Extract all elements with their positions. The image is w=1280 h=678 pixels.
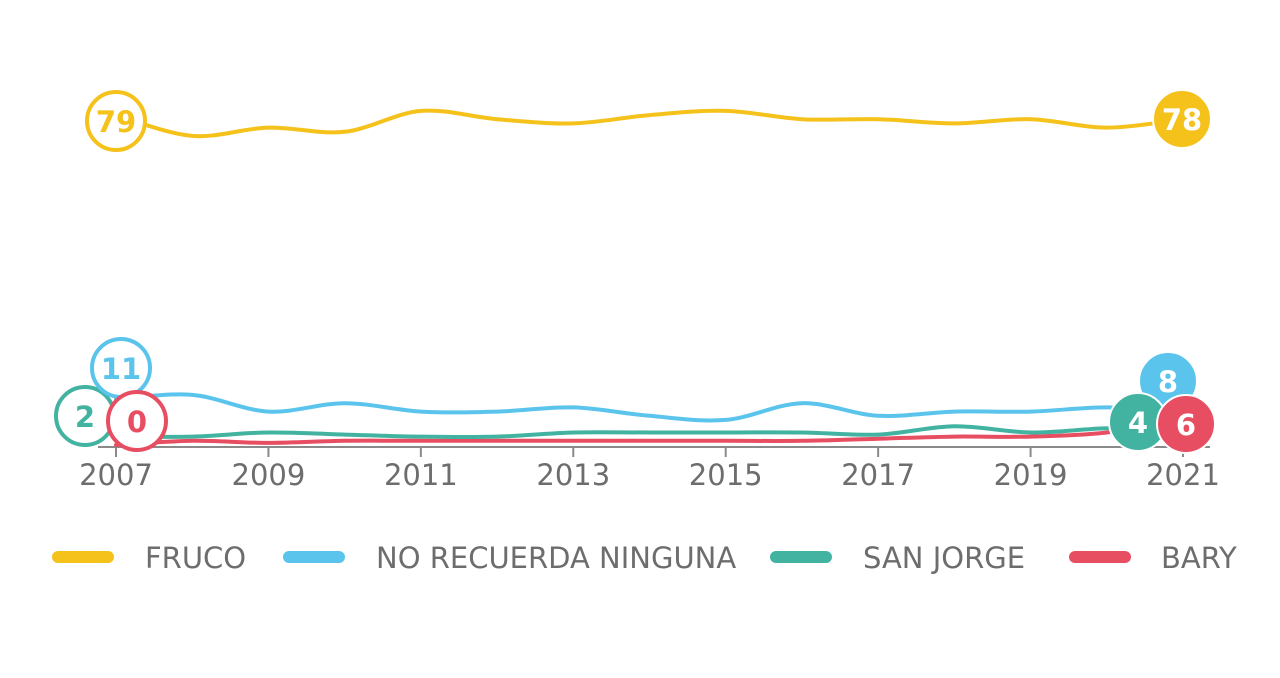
end-value-no-recuerda-ninguna: 8 [1158,365,1178,399]
x-tick-label: 2021 [1146,458,1220,492]
end-value-san-jorge: 4 [1128,406,1148,440]
end-value-bary: 6 [1176,408,1196,442]
x-tick-label: 2019 [994,458,1068,492]
start-value-bary: 0 [127,405,147,439]
legend-label-san-jorge: SAN JORGE [863,541,1025,575]
start-bubble-bary [106,390,168,452]
series-lines [114,108,1185,447]
x-tick-label: 2009 [232,458,306,492]
start-value-fruco: 79 [96,105,136,139]
x-tick-label: 2007 [79,458,153,492]
start-value-no-recuerda-ninguna: 11 [101,352,141,386]
x-tick-label: 2017 [841,458,915,492]
legend: FRUCO NO RECUERDA NINGUNA SAN JORGE BARY [52,541,1237,575]
series-line-fruco [114,108,1185,139]
series-end-labels: 211 0 79 84 6 78 [54,89,1216,454]
end-bubble-fruco [1152,89,1212,149]
end-value-fruco: 78 [1162,103,1202,137]
x-tick-label: 2015 [689,458,763,492]
legend-label-fruco: FRUCO [145,541,246,575]
start-value-san-jorge: 2 [75,400,95,434]
series-line-no-recuerda-ninguna [114,392,1185,423]
start-bubble-fruco [85,90,147,152]
legend-label-no-recuerda-ninguna: NO RECUERDA NINGUNA [376,541,736,575]
series-line-san-jorge [114,424,1185,440]
x-tick-label: 2013 [536,458,610,492]
legend-label-bary: BARY [1161,541,1237,575]
series-line-bary [114,417,1185,447]
end-bubble-bary [1156,394,1216,454]
x-axis: 2007 2009 2011 2013 2015 2017 2019 2021 [79,446,1220,492]
x-tick-label: 2011 [384,458,458,492]
